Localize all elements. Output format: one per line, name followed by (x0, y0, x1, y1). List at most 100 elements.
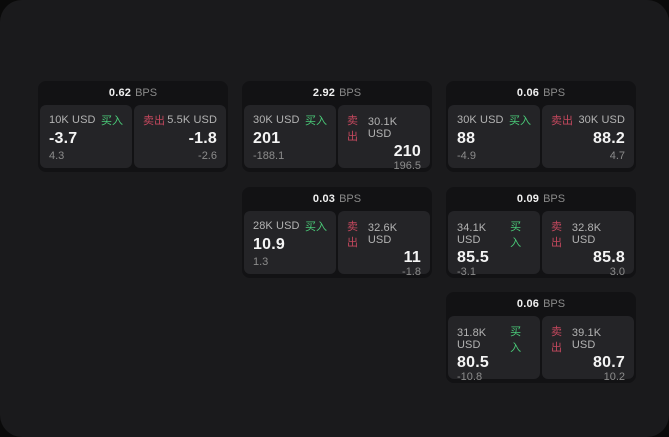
buy-panel-top: 30K USD 买入 (457, 112, 531, 128)
buy-price-value: -3.7 (49, 130, 78, 147)
sell-side-label: 卖出 (347, 115, 358, 143)
sell-sub-value: 10.2 (603, 371, 625, 383)
buy-panel[interactable]: 28K USD 买入 10.9 1.3 (244, 210, 336, 274)
bps-header: 0.06 BPS (446, 292, 636, 316)
buy-panel[interactable]: 30K USD 买入 88 -4.9 (448, 105, 540, 168)
sell-panel-top: 卖出 39.1K USD (551, 323, 625, 355)
sell-amount-label: 32.6K USD (367, 221, 398, 246)
quote-panels: 30K USD 买入 88 -4.9 卖出 30K USD 88.2 4.7 (446, 105, 636, 170)
quote-card: 0.62 BPS 10K USD 买入 -3.7 4.3 卖出 5.5K USD… (38, 81, 228, 172)
bps-value: 0.62 (108, 87, 132, 99)
buy-amount-label: 30K USD (253, 114, 300, 126)
buy-price-value: 88 (457, 130, 476, 147)
buy-amount-label: 28K USD (253, 219, 300, 232)
sell-side-label: 卖出 (347, 220, 358, 249)
buy-panel[interactable]: 30K USD 买入 201 -188.1 (244, 105, 336, 168)
sell-panel[interactable]: 卖出 5.5K USD -1.8 -2.6 (134, 105, 226, 168)
sell-side-label: 卖出 (551, 326, 562, 354)
sell-amount-label: 32.8K USD (571, 221, 602, 246)
buy-panel-top: 31.8K USD 买入 (457, 323, 531, 355)
quote-panels: 30K USD 买入 201 -188.1 卖出 30.1K USD 210 1… (242, 105, 432, 172)
sell-sub-value: 3.0 (609, 265, 625, 278)
buy-sub-value: -10.8 (457, 371, 483, 383)
bps-value: 0.06 (516, 87, 540, 99)
buy-amount-label: 10K USD (49, 114, 96, 126)
sell-panel-top: 卖出 32.8K USD (551, 218, 625, 250)
buy-price-value: 201 (253, 130, 281, 147)
buy-panel[interactable]: 34.1K USD 买入 85.5 -3.1 (448, 210, 540, 278)
bps-value: 0.09 (516, 192, 540, 205)
bps-unit-label: BPS (339, 87, 362, 99)
buy-sub-value: -188.1 (253, 150, 285, 162)
sell-price-value: 11 (403, 248, 421, 266)
bps-unit-label: BPS (135, 87, 158, 99)
quote-card: 0.09 BPS 34.1K USD 买入 85.5 -3.1 卖出 32.8K… (446, 186, 636, 278)
buy-side-label: 买入 (101, 115, 123, 127)
buy-amount-label: 34.1K USD (457, 221, 487, 246)
buy-side-label: 买入 (305, 220, 327, 233)
sell-side-label: 卖出 (551, 115, 573, 127)
quote-card: 0.06 BPS 30K USD 买入 88 -4.9 卖出 30K USD 8… (446, 81, 636, 172)
sell-panel[interactable]: 卖出 32.8K USD 85.8 3.0 (542, 210, 634, 278)
buy-panel-top: 28K USD 买入 (253, 218, 327, 234)
buy-panel-top: 10K USD 买入 (49, 112, 123, 128)
sell-panel[interactable]: 卖出 39.1K USD 80.7 10.2 (542, 316, 634, 383)
quote-panels: 28K USD 买入 10.9 1.3 卖出 32.6K USD 11 -1.8 (242, 210, 432, 278)
sell-sub-value: -1.8 (402, 265, 421, 278)
bps-unit-label: BPS (543, 298, 566, 310)
quote-card: 0.03 BPS 28K USD 买入 10.9 1.3 卖出 32.6K US… (242, 186, 432, 278)
quote-panels: 10K USD 买入 -3.7 4.3 卖出 5.5K USD -1.8 -2.… (38, 105, 228, 170)
buy-amount-label: 30K USD (457, 114, 504, 126)
sell-price-value: -1.8 (188, 130, 217, 147)
sell-side-label: 卖出 (143, 115, 165, 127)
sell-panel[interactable]: 卖出 30.1K USD 210 196.5 (338, 105, 430, 172)
sell-panel[interactable]: 卖出 30K USD 88.2 4.7 (542, 105, 634, 168)
bps-header: 0.09 BPS (446, 187, 636, 211)
quote-card: 2.92 BPS 30K USD 买入 201 -188.1 卖出 30.1K … (242, 81, 432, 172)
sell-panel-top: 卖出 5.5K USD (143, 112, 217, 128)
buy-price-value: 10.9 (253, 235, 285, 253)
sell-sub-value: 196.5 (393, 160, 421, 172)
buy-side-label: 买入 (305, 115, 327, 127)
bps-value: 2.92 (312, 87, 336, 99)
buy-panel[interactable]: 31.8K USD 买入 80.5 -10.8 (448, 316, 540, 383)
sell-sub-value: 4.7 (609, 150, 625, 162)
buy-panel-top: 34.1K USD 买入 (457, 218, 531, 250)
sell-panel-top: 卖出 30.1K USD (347, 112, 421, 144)
sell-panel[interactable]: 卖出 32.6K USD 11 -1.8 (338, 210, 430, 278)
bps-value: 0.06 (516, 298, 540, 310)
sell-amount-label: 5.5K USD (167, 114, 217, 126)
bps-header: 0.03 BPS (242, 187, 432, 211)
sell-amount-label: 30K USD (578, 114, 625, 126)
quote-panels: 31.8K USD 买入 80.5 -10.8 卖出 39.1K USD 80.… (446, 316, 636, 383)
bps-header: 0.06 BPS (446, 81, 636, 105)
buy-side-label: 买入 (509, 115, 531, 127)
buy-sub-value: -4.9 (457, 150, 476, 162)
buy-side-label: 买入 (510, 220, 522, 249)
buy-sub-value: 4.3 (49, 150, 65, 162)
bps-value: 0.03 (312, 192, 336, 205)
bps-header: 0.62 BPS (38, 81, 228, 105)
sell-price-value: 80.7 (593, 354, 625, 371)
bps-unit-label: BPS (543, 87, 566, 99)
bps-unit-label: BPS (339, 192, 362, 205)
buy-sub-value: -3.1 (457, 265, 476, 278)
buy-price-value: 85.5 (457, 248, 489, 266)
bps-header: 2.92 BPS (242, 81, 432, 105)
sell-side-label: 卖出 (551, 220, 562, 249)
quote-panels: 34.1K USD 买入 85.5 -3.1 卖出 32.8K USD 85.8… (446, 210, 636, 278)
sell-amount-label: 30.1K USD (367, 116, 398, 140)
sell-panel-top: 卖出 32.6K USD (347, 218, 421, 250)
sell-price-value: 85.8 (593, 248, 625, 266)
quote-card: 0.06 BPS 31.8K USD 买入 80.5 -10.8 卖出 39.1… (446, 292, 636, 383)
buy-panel-top: 30K USD 买入 (253, 112, 327, 128)
buy-side-label: 买入 (510, 326, 522, 354)
buy-panel[interactable]: 10K USD 买入 -3.7 4.3 (40, 105, 132, 168)
bps-unit-label: BPS (543, 192, 566, 205)
buy-amount-label: 31.8K USD (457, 327, 487, 351)
buy-sub-value: 1.3 (253, 255, 269, 268)
buy-price-value: 80.5 (457, 354, 489, 371)
sell-price-value: 210 (393, 143, 421, 160)
